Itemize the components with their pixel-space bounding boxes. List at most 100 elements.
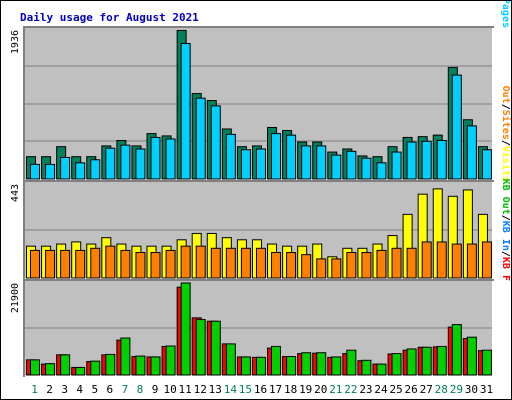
bar-sites: [301, 254, 312, 279]
panel-legend: Hits/Files/Pages: [500, 1, 511, 28]
legend-entry: Out: [500, 86, 511, 104]
bar-sites: [60, 249, 71, 279]
bar-pages: [45, 163, 56, 180]
bar-kb-out: [466, 336, 477, 376]
bar-sites: [210, 247, 221, 279]
bar-kb-out: [30, 359, 40, 376]
bar-pages: [316, 145, 327, 180]
bar-sites: [391, 247, 402, 279]
bar-pages: [150, 136, 161, 180]
bar-kb-out: [90, 360, 101, 376]
bar-pages: [210, 105, 221, 180]
legend-entry: KB F: [500, 257, 511, 281]
x-tick-label: 28: [435, 383, 448, 396]
bar-kb-out: [346, 349, 357, 376]
bar-kb-out: [255, 356, 266, 376]
bar-sites: [45, 249, 56, 279]
x-tick-label: 14: [224, 383, 238, 396]
bar-pages: [75, 162, 86, 180]
bar-pages: [361, 157, 372, 180]
legend-entry: /: [500, 140, 511, 146]
x-tick-label: 23: [359, 383, 372, 396]
bar-kb-out: [45, 363, 56, 376]
bar-kb-out: [271, 345, 282, 376]
bar-sites: [240, 247, 251, 279]
bar-sites: [466, 243, 477, 279]
panel-max-label: 1936: [10, 30, 21, 54]
x-tick-label: 7: [122, 383, 129, 396]
legend-entry: KB In: [500, 221, 511, 251]
bar-sites: [451, 243, 462, 279]
x-tick-label: 4: [76, 383, 83, 396]
bar-pages: [346, 150, 357, 180]
bar-sites: [346, 252, 357, 279]
x-axis-labels: 1 2 3 4 5 6 7 8 9 10 11 12 13 14 15 16 17 18 19 20 21 22 23 24 2…: [31, 383, 493, 396]
legend-entry: Pages: [500, 1, 511, 28]
bar-sites: [90, 247, 101, 279]
x-tick-label: 27: [420, 383, 433, 396]
bar-sites: [481, 241, 492, 279]
bar-kb-out: [150, 356, 161, 376]
bar-sites: [30, 249, 40, 279]
x-tick-label: 24: [374, 383, 388, 396]
bar-sites: [180, 245, 191, 279]
x-tick-label: 8: [137, 383, 144, 396]
bar-kb-out: [436, 345, 447, 376]
x-tick-label: 31: [480, 383, 493, 396]
bar-kb-out: [481, 349, 492, 376]
bar-pages: [271, 133, 282, 180]
bar-kb-out: [135, 355, 146, 376]
x-tick-label: 30: [465, 383, 478, 396]
bar-pages: [120, 144, 131, 180]
bar-sites: [225, 247, 236, 279]
panel-legend: Out/Sites/Visits: [500, 86, 511, 182]
bar-kb-out: [331, 356, 342, 376]
x-tick-label: 3: [61, 383, 68, 396]
bar-pages: [105, 147, 116, 180]
bar-kb-out: [75, 366, 86, 376]
bar-kb-out: [240, 356, 251, 376]
bar-pages: [466, 125, 477, 180]
bar-pages: [481, 149, 492, 180]
x-tick-label: 10: [163, 383, 176, 396]
bar-sites: [271, 252, 282, 279]
x-tick-label: 9: [152, 383, 159, 396]
bar-kb-out: [105, 353, 116, 376]
bar-kb-out: [120, 337, 131, 376]
legend-separator: /: [500, 215, 511, 221]
x-tick-label: 29: [450, 383, 463, 396]
bar-pages: [30, 163, 40, 180]
bar-pages: [60, 156, 71, 180]
bar-pages: [225, 133, 236, 180]
bar-sites: [135, 252, 146, 279]
bar-kb-out: [301, 352, 312, 376]
bar-sites: [150, 252, 161, 279]
bar-pages: [135, 148, 146, 180]
bar-pages: [180, 43, 191, 180]
bar-sites: [105, 245, 116, 279]
x-tick-label: 19: [299, 383, 312, 396]
bar-pages: [391, 151, 402, 180]
bar-pages: [421, 140, 432, 180]
bar-kb-out: [376, 363, 387, 376]
x-tick-label: 11: [179, 383, 192, 396]
bar-kb-out: [421, 346, 432, 376]
bar-pages: [240, 149, 251, 180]
bar-kb-out: [195, 319, 206, 376]
bar-sites: [286, 252, 297, 279]
bar-sites: [120, 249, 131, 279]
panel-legend: KB Out/KB In/KB F: [500, 179, 511, 281]
x-tick-label: 20: [314, 383, 327, 396]
x-tick-label: 26: [405, 383, 418, 396]
x-tick-label: 12: [194, 383, 207, 396]
bar-pages: [451, 74, 462, 180]
bar-sites: [195, 245, 206, 279]
bar-kb-out: [286, 356, 297, 376]
legend-entry: Visits: [500, 146, 511, 182]
bar-kb-out: [406, 348, 417, 376]
x-tick-label: 6: [107, 383, 114, 396]
x-tick-label: 16: [254, 383, 267, 396]
